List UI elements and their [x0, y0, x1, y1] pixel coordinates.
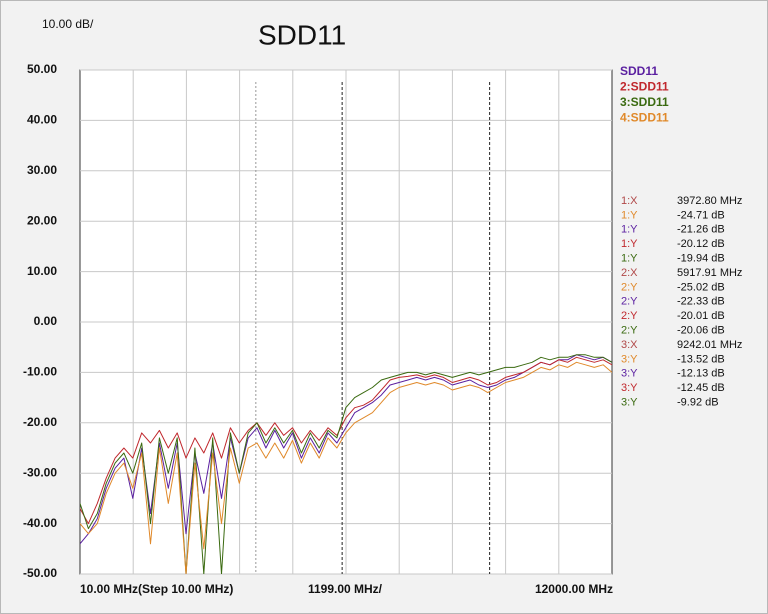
marker-y-value: -20.06 dB	[677, 325, 725, 337]
marker-y-label: 3:Y	[621, 368, 638, 380]
x-scale-label: 1199.00 MHz/	[308, 582, 383, 596]
legend-entry: SDD11	[620, 64, 658, 78]
chart-title: SDD11	[258, 19, 346, 50]
y-tick-label: 20.00	[27, 213, 57, 227]
x-start-label: 10.00 MHz(Step 10.00 MHz)	[80, 582, 233, 596]
y-tick-label: 10.00	[27, 264, 57, 278]
marker-y-label: 1:Y	[621, 224, 638, 236]
marker-y-label: 2:Y	[621, 281, 638, 293]
y-tick-label: 0.00	[34, 314, 58, 328]
y-tick-label: 40.00	[27, 113, 57, 127]
marker-y-value: -12.13 dB	[677, 368, 725, 380]
y-tick-label: -20.00	[23, 415, 57, 429]
x-stop-label: 12000.00 MHz	[535, 582, 613, 596]
marker-y-value: -22.33 dB	[677, 296, 725, 308]
y-tick-label: -50.00	[23, 566, 57, 580]
trace-line	[80, 361, 612, 574]
marker-y-value: -13.52 dB	[677, 353, 725, 365]
marker-y-value: -9.92 dB	[677, 397, 719, 409]
marker-y-label: 2:Y	[621, 310, 638, 322]
marker-y-label: 1:Y	[621, 209, 638, 221]
marker-y-value: -19.94 dB	[677, 253, 725, 265]
marker-y-label: 1:Y	[621, 253, 638, 265]
marker-y-label: 3:Y	[621, 382, 638, 394]
legend-entry: 3:SDD11	[620, 95, 669, 109]
traces	[80, 354, 612, 574]
marker-x-label: 3:X	[621, 339, 638, 351]
legend-entry: 4:SDD11	[620, 111, 669, 125]
marker-x-value: 5917.91 MHz	[677, 267, 742, 279]
marker-y-value: -20.12 dB	[677, 238, 725, 250]
marker-x-value: 9242.01 MHz	[677, 339, 742, 351]
marker-x-label: 2:X	[621, 267, 638, 279]
marker-x-label: 1:X	[621, 195, 638, 207]
marker-y-label: 2:Y	[621, 325, 638, 337]
y-tick-label: -40.00	[23, 516, 57, 530]
y-tick-label: 50.00	[27, 62, 57, 76]
y-tick-label: 30.00	[27, 163, 57, 177]
marker-y-label: 2:Y	[621, 296, 638, 308]
marker-x-value: 3972.80 MHz	[677, 195, 742, 207]
marker-y-value: -21.26 dB	[677, 224, 725, 236]
marker-y-label: 3:Y	[621, 353, 638, 365]
marker-y-value: -12.45 dB	[677, 382, 725, 394]
marker-y-value: -20.01 dB	[677, 310, 725, 322]
scale-label: 10.00 dB/	[42, 17, 94, 31]
trace-line	[80, 356, 612, 525]
marker-y-label: 3:Y	[621, 397, 638, 409]
legend-entry: 2:SDD11	[620, 80, 669, 94]
marker-y-value: -25.02 dB	[677, 281, 725, 293]
marker-y-label: 1:Y	[621, 238, 638, 250]
marker-y-value: -24.71 dB	[677, 209, 725, 221]
y-tick-label: -30.00	[23, 465, 57, 479]
y-tick-label: -10.00	[23, 365, 57, 379]
trace-line	[80, 354, 612, 574]
